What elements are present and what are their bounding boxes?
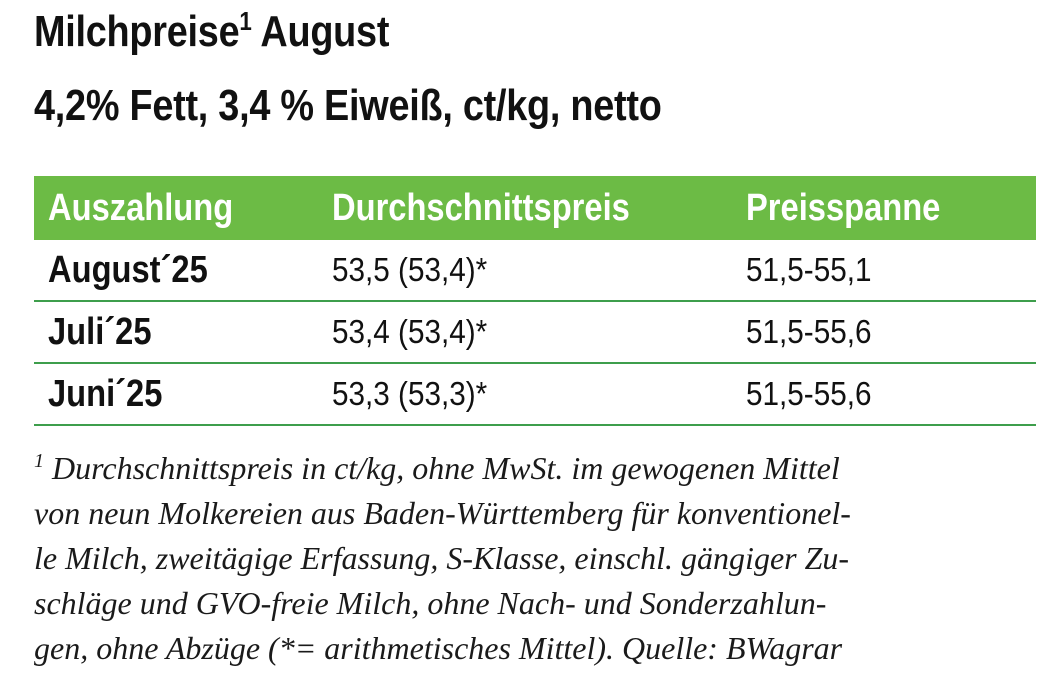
footnote-line: le Milch, zweitägige Erfassung, S-Klasse… bbox=[34, 540, 850, 576]
header-auszahlung: Auszahlung bbox=[48, 186, 234, 229]
footnote-line: von neun Molkereien aus Baden-Württember… bbox=[34, 495, 851, 531]
average-price-cell: 53,5 (53,4)* bbox=[332, 251, 488, 288]
period-cell: Juli´25 bbox=[48, 310, 152, 353]
table-row: August´25 53,5 (53,4)* 51,5-55,1 bbox=[34, 240, 1036, 302]
header-preisspanne: Preisspanne bbox=[746, 186, 941, 229]
title-line-1: Milchpreise1 August bbox=[34, 7, 390, 56]
table-header-row: Auszahlung Durchschnittspreis Preisspann… bbox=[34, 176, 1036, 240]
milk-price-table: Auszahlung Durchschnittspreis Preisspann… bbox=[34, 176, 1036, 426]
title-footnote-marker: 1 bbox=[239, 6, 252, 36]
footnote-text: Durchschnittspreis in ct/kg, ohne MwSt. … bbox=[44, 450, 840, 486]
title-month: August bbox=[251, 7, 390, 56]
footnote-line: gen, ohne Abzüge (*= arithmetisches Mitt… bbox=[34, 630, 843, 666]
title-main: Milchpreise bbox=[34, 7, 240, 56]
average-price-cell: 53,4 (53,4)* bbox=[332, 313, 488, 350]
price-range-cell: 51,5-55,1 bbox=[746, 251, 872, 288]
period-cell: Juni´25 bbox=[48, 372, 163, 415]
footnote-line: schläge und GVO-freie Milch, ohne Nach- … bbox=[34, 585, 827, 621]
footnote-line: 1 Durchschnittspreis in ct/kg, ohne MwSt… bbox=[34, 446, 1024, 491]
footnote-marker: 1 bbox=[34, 450, 44, 472]
title-line-2: 4,2% Fett, 3,4 % Eiweiß, ct/kg, netto bbox=[34, 81, 662, 130]
header-durchschnittspreis: Durchschnittspreis bbox=[332, 186, 630, 229]
price-range-cell: 51,5-55,6 bbox=[746, 313, 872, 350]
price-range-cell: 51,5-55,6 bbox=[746, 375, 872, 412]
table-row: Juni´25 53,3 (53,3)* 51,5-55,6 bbox=[34, 364, 1036, 426]
period-cell: August´25 bbox=[48, 248, 208, 291]
footnote: 1 Durchschnittspreis in ct/kg, ohne MwSt… bbox=[34, 446, 1024, 671]
average-price-cell: 53,3 (53,3)* bbox=[332, 375, 488, 412]
table-row: Juli´25 53,4 (53,4)* 51,5-55,6 bbox=[34, 302, 1036, 364]
